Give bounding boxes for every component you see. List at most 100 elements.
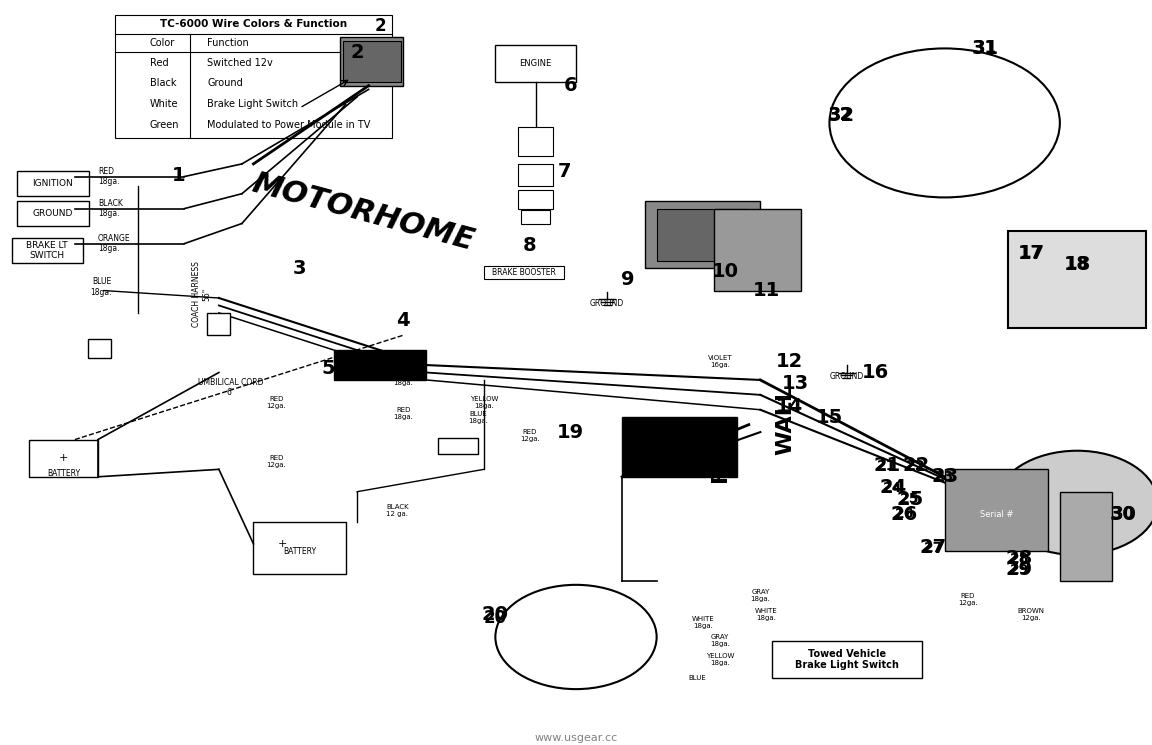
- Bar: [17, 171, 89, 196]
- Text: GROUND: GROUND: [829, 372, 864, 381]
- Text: Black: Black: [150, 78, 176, 89]
- Text: 6: 6: [563, 76, 577, 95]
- Text: www.usgear.cc: www.usgear.cc: [535, 732, 617, 743]
- Text: ORG/BRN
18ga.: ORG/BRN 18ga.: [387, 373, 419, 387]
- Text: 26: 26: [890, 504, 918, 524]
- Text: 17: 17: [1020, 244, 1043, 262]
- Text: 32: 32: [829, 107, 852, 124]
- Text: 31: 31: [971, 39, 999, 58]
- Circle shape: [996, 451, 1152, 555]
- Bar: [29, 440, 98, 477]
- Text: Towed Vehicle
Brake Light Switch: Towed Vehicle Brake Light Switch: [795, 649, 899, 670]
- Text: 21: 21: [873, 456, 901, 475]
- Text: 1: 1: [172, 165, 185, 185]
- Text: Ground: Ground: [207, 78, 243, 89]
- Text: WHITE
18ga.: WHITE 18ga.: [755, 608, 778, 621]
- Text: Brake Light Switch: Brake Light Switch: [207, 99, 298, 110]
- Text: WHITE
18ga.: WHITE 18ga.: [691, 615, 714, 629]
- Bar: [521, 210, 550, 224]
- Text: YELLOW
18ga.: YELLOW 18ga.: [706, 653, 734, 666]
- Text: COACH HARNESS
56": COACH HARNESS 56": [192, 261, 211, 327]
- Text: 5: 5: [321, 359, 335, 378]
- Text: 7: 7: [558, 162, 571, 181]
- Text: 18: 18: [1063, 255, 1091, 274]
- Text: UMBILICAL CORD
6': UMBILICAL CORD 6': [198, 378, 263, 397]
- Text: 24: 24: [884, 481, 902, 495]
- Text: 14: 14: [775, 396, 803, 416]
- Text: 25: 25: [901, 492, 919, 506]
- Bar: [334, 350, 426, 380]
- Text: 12: 12: [775, 352, 803, 371]
- Text: 32: 32: [827, 106, 855, 125]
- Text: 11: 11: [752, 281, 780, 300]
- Text: 27: 27: [924, 541, 942, 554]
- Text: 29: 29: [1006, 560, 1033, 580]
- Bar: [207, 313, 230, 335]
- Text: BRAKE LT
SWITCH: BRAKE LT SWITCH: [26, 241, 68, 261]
- Bar: [645, 201, 760, 268]
- Bar: [484, 266, 564, 279]
- Text: WALL: WALL: [775, 387, 796, 455]
- Text: ENGINE: ENGINE: [520, 59, 552, 68]
- Text: 27: 27: [919, 538, 947, 557]
- Bar: [1060, 492, 1112, 581]
- Text: GRAY
18ga.: GRAY 18ga.: [710, 634, 730, 647]
- Circle shape: [495, 585, 657, 689]
- Text: 13: 13: [781, 374, 809, 393]
- Text: 20: 20: [484, 609, 507, 627]
- Bar: [1008, 231, 1146, 328]
- Bar: [17, 201, 89, 226]
- Bar: [657, 209, 749, 261]
- Text: FIRE: FIRE: [710, 427, 730, 482]
- Text: 22: 22: [907, 459, 925, 472]
- Text: 8: 8: [523, 236, 537, 256]
- Text: VIOLET
16ga.: VIOLET 16ga.: [707, 355, 733, 368]
- Text: Green: Green: [150, 120, 180, 130]
- Text: ORANGE
18ga.: ORANGE 18ga.: [98, 234, 130, 253]
- Text: BRAKE BOOSTER: BRAKE BOOSTER: [492, 268, 556, 277]
- Text: 25: 25: [896, 489, 924, 509]
- Text: BLUE
18ga.: BLUE 18ga.: [91, 277, 112, 297]
- Text: BLACK
18ga.: BLACK 18ga.: [98, 199, 123, 218]
- Text: 16: 16: [862, 363, 889, 382]
- Text: Function: Function: [207, 38, 249, 48]
- Text: +: +: [278, 539, 287, 549]
- Text: Red: Red: [150, 57, 168, 68]
- Bar: [518, 190, 553, 209]
- Text: RED
12ga.: RED 12ga.: [266, 455, 287, 469]
- Text: 3: 3: [293, 259, 306, 278]
- Bar: [495, 45, 576, 82]
- Bar: [622, 417, 737, 477]
- Text: GROUND: GROUND: [32, 209, 74, 218]
- Bar: [945, 469, 1048, 551]
- Text: 17: 17: [1017, 244, 1045, 263]
- Text: BLUE
18ga.: BLUE 18ga.: [468, 410, 488, 424]
- Text: 2: 2: [374, 17, 386, 35]
- Text: 23: 23: [931, 467, 958, 486]
- Text: 28: 28: [1010, 552, 1029, 565]
- Text: BLUE: BLUE: [688, 675, 706, 681]
- Bar: [438, 438, 478, 454]
- Text: RED
12ga.: RED 12ga.: [266, 396, 287, 409]
- Text: 30: 30: [1112, 505, 1135, 523]
- Text: 4: 4: [396, 311, 410, 330]
- Text: BATTERY: BATTERY: [47, 469, 79, 478]
- Text: RED
12ga.: RED 12ga.: [957, 593, 978, 606]
- Text: YELLOW
18ga.: YELLOW 18ga.: [470, 396, 498, 409]
- Text: 19: 19: [556, 422, 584, 442]
- Bar: [88, 339, 111, 358]
- Text: BROWN
12ga.: BROWN 12ga.: [1017, 608, 1045, 621]
- Text: RED
12ga.: RED 12ga.: [520, 429, 540, 443]
- Bar: [253, 522, 346, 574]
- Text: 31: 31: [973, 39, 996, 57]
- Text: Switched 12v: Switched 12v: [207, 57, 273, 68]
- Text: Color: Color: [150, 38, 175, 48]
- Bar: [772, 641, 922, 678]
- Text: IGNITION: IGNITION: [32, 179, 74, 188]
- Bar: [518, 127, 553, 156]
- Text: +: +: [59, 453, 68, 463]
- Text: BATTERY: BATTERY: [283, 547, 316, 556]
- Text: 10: 10: [712, 262, 740, 282]
- Text: Modulated to Power Module in TV: Modulated to Power Module in TV: [207, 120, 371, 130]
- Text: 9: 9: [621, 270, 635, 289]
